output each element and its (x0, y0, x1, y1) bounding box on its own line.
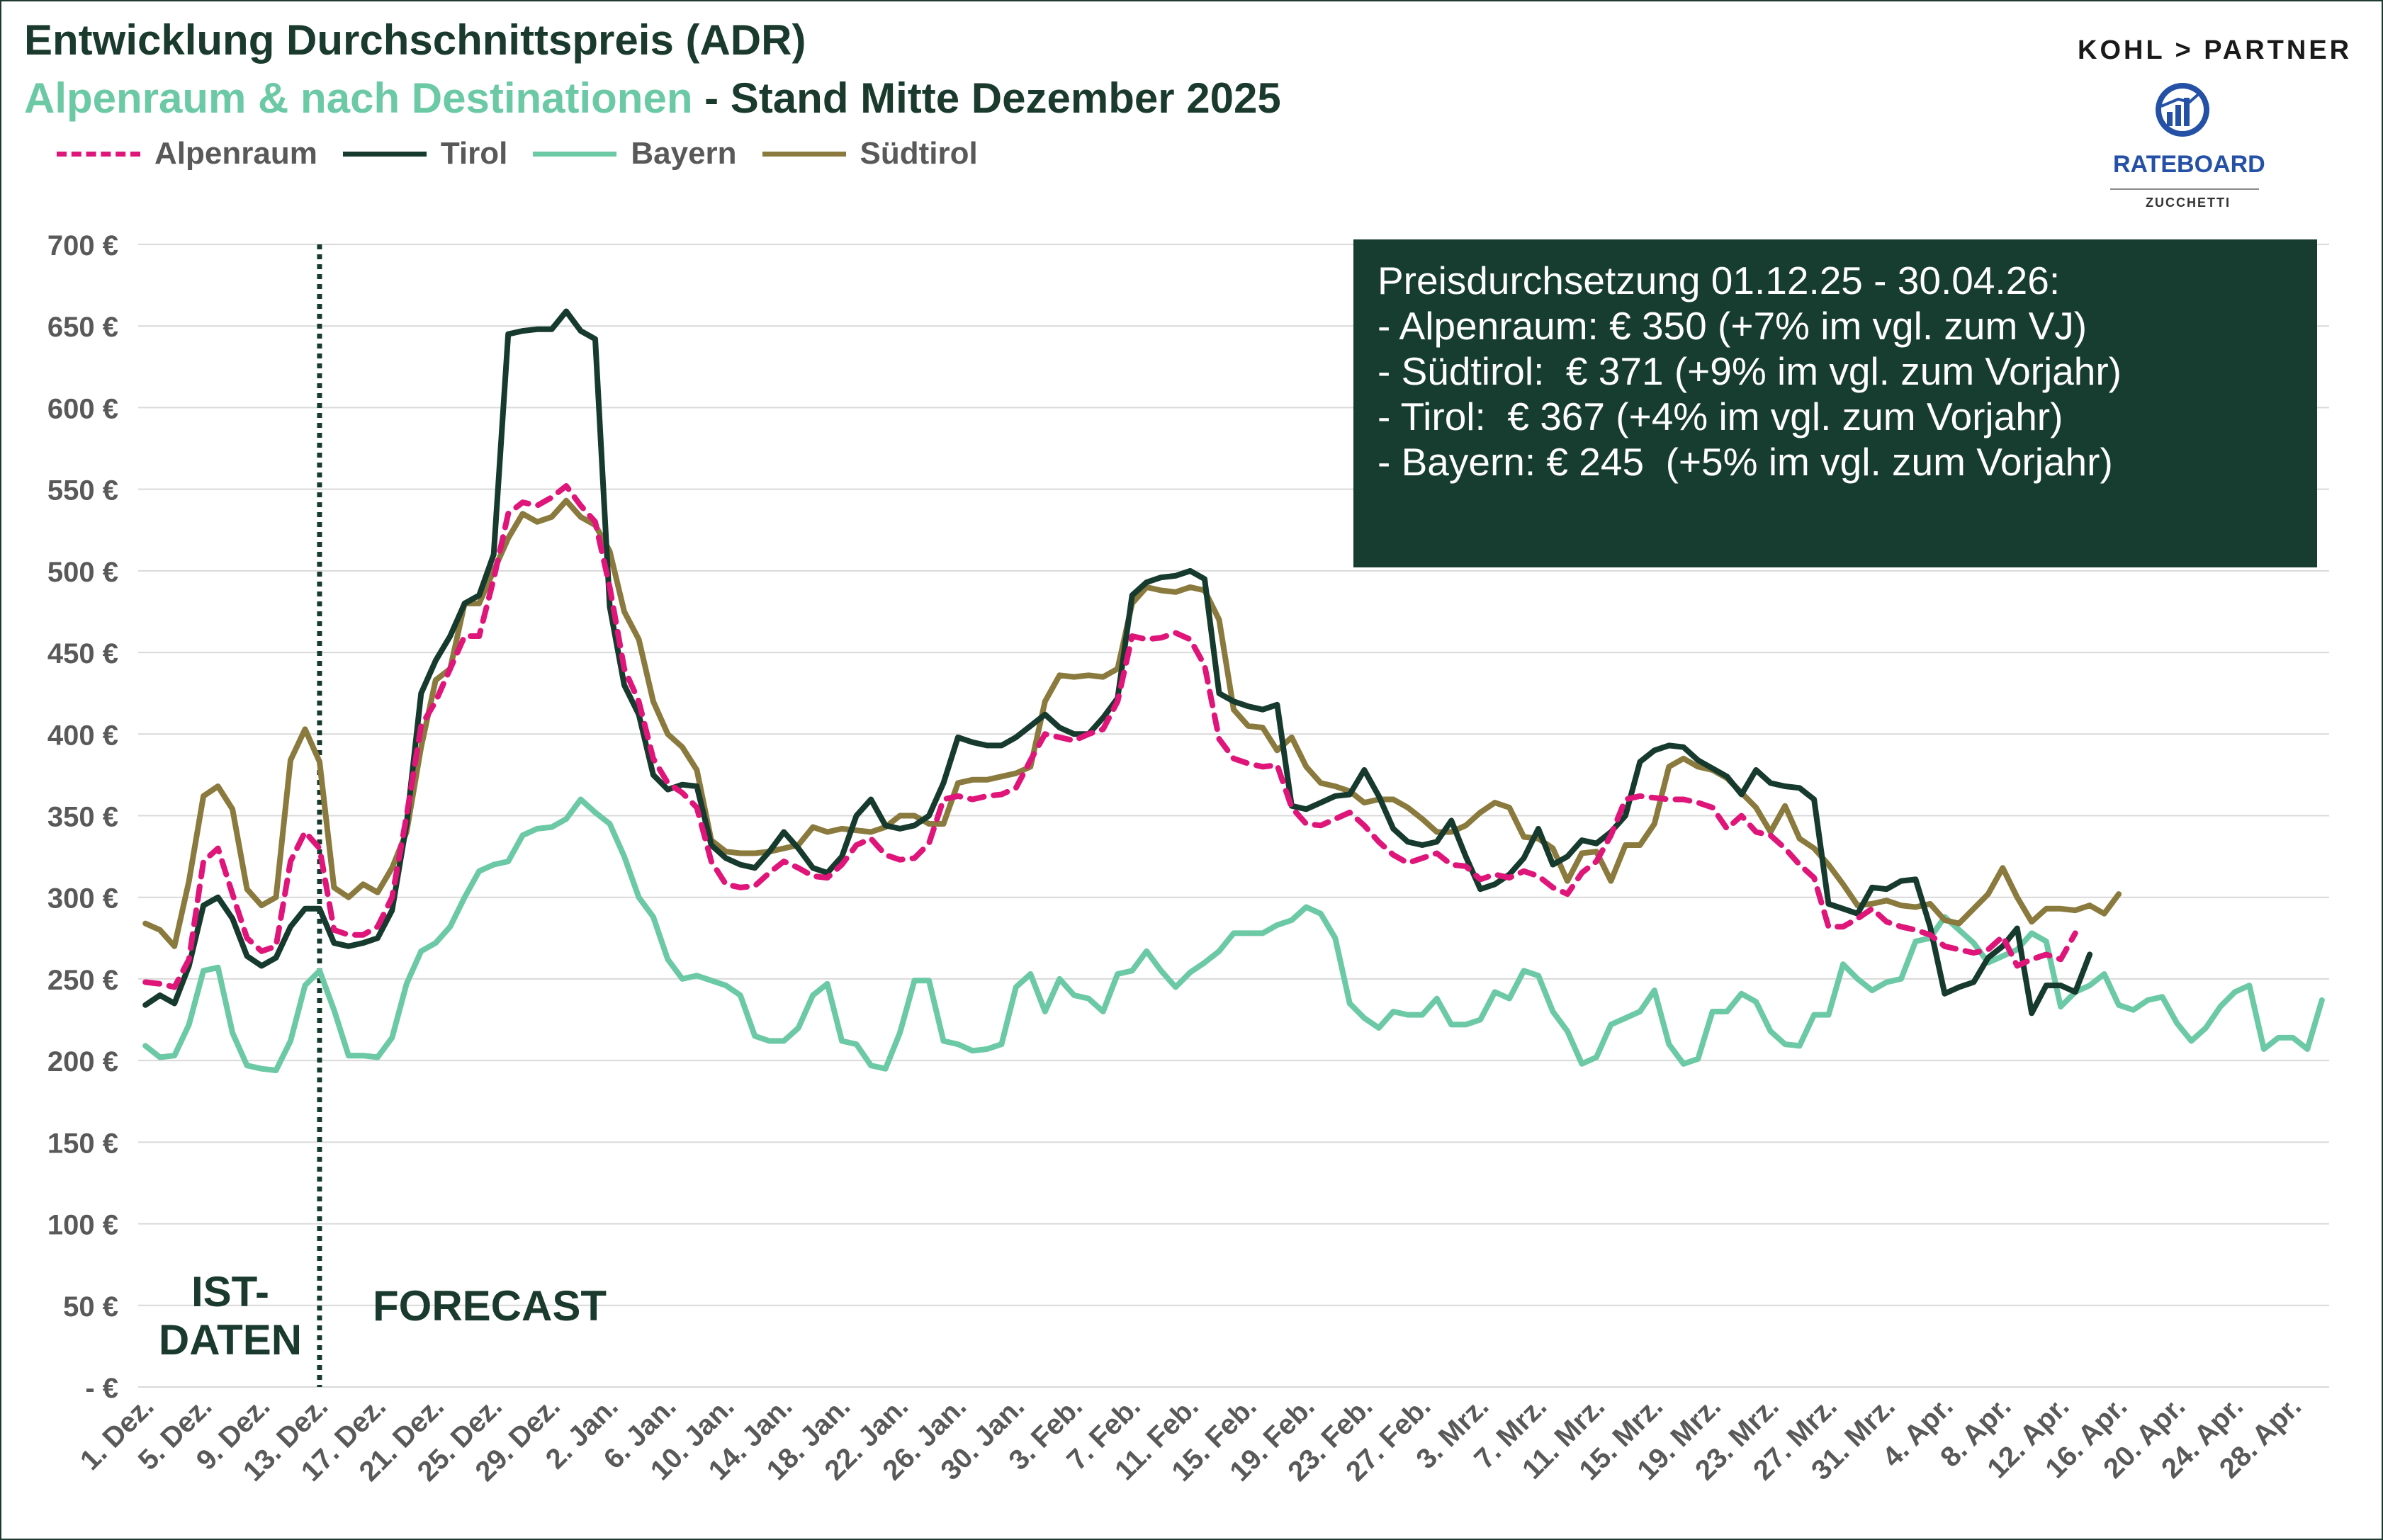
y-tick-label: 450 € (47, 638, 118, 669)
y-tick-label: 600 € (47, 393, 118, 424)
info-box-line: Preisdurchsetzung 01.12.25 - 30.04.26: (1378, 259, 2061, 302)
forecast-label: FORECAST (373, 1282, 607, 1330)
legend-swatch-tirol (342, 151, 427, 157)
legend-swatch-alpenraum (57, 151, 140, 157)
y-tick-label: 550 € (47, 475, 118, 506)
zucchetti-logo-text: ZUCCHETTI (2146, 196, 2231, 210)
series-line-bayern (142, 796, 2325, 1073)
subtitle-date: - Stand Mitte Dezember 2025 (692, 74, 1281, 122)
y-tick-label: 500 € (47, 557, 118, 588)
info-box-line: - Bayern: € 245 (+5% im vgl. zum Vorjahr… (1378, 440, 2113, 484)
y-tick-label: 650 € (47, 312, 118, 343)
legend-label-alpenraum: Alpenraum (154, 136, 317, 171)
legend-label-tirol: Tirol (440, 136, 508, 171)
y-tick-label: 150 € (47, 1128, 118, 1159)
rateboard-divider (2110, 188, 2259, 190)
y-tick-label: 250 € (47, 965, 118, 996)
rateboard-logo-text: RATEBOARD (2113, 151, 2265, 178)
y-tick-label: 200 € (47, 1046, 118, 1077)
y-tick-label: 350 € (47, 802, 118, 833)
y-tick-label: 400 € (47, 720, 118, 751)
legend-swatch-bayern (533, 151, 617, 157)
series-line-alpenraum (142, 483, 2078, 990)
y-tick-label: 50 € (63, 1291, 118, 1323)
y-tick-label: 100 € (47, 1210, 118, 1241)
info-box-line: - Alpenraum: € 350 (+7% im vgl. zum VJ) (1378, 304, 2088, 348)
legend: Alpenraum Tirol Bayern Südtirol (57, 136, 1003, 171)
info-box-line: - Südtirol: € 371 (+9% im vgl. zum Vorja… (1378, 349, 2122, 393)
legend-label-bayern: Bayern (631, 136, 737, 171)
chart-title: Entwicklung Durchschnittspreis (ADR) (24, 16, 806, 64)
subtitle-region: Alpenraum & nach Destinationen (24, 74, 693, 122)
legend-item-alpenraum: Alpenraum (57, 136, 317, 171)
y-tick-label: 300 € (47, 883, 118, 915)
legend-label-suedtirol: Südtirol (860, 136, 978, 171)
rateboard-globe-icon (2156, 83, 2209, 137)
chart-subtitle: Alpenraum & nach Destinationen - Stand M… (24, 74, 1281, 123)
y-tick-label: - € (85, 1373, 118, 1404)
actual-data-label: IST- DATEN (142, 1268, 319, 1364)
legend-item-bayern: Bayern (533, 136, 737, 171)
info-box: Preisdurchsetzung 01.12.25 - 30.04.26: -… (1353, 239, 2317, 567)
legend-item-suedtirol: Südtirol (762, 136, 978, 171)
y-tick-label: 700 € (47, 230, 118, 261)
legend-swatch-suedtirol (762, 151, 846, 157)
actual-data-text: IST- DATEN (158, 1268, 303, 1364)
info-box-line: - Tirol: € 367 (+4% im vgl. zum Vorjahr) (1378, 395, 2063, 438)
kohl-partner-logo: KOHL > PARTNER (2078, 35, 2353, 65)
legend-item-tirol: Tirol (342, 136, 508, 171)
